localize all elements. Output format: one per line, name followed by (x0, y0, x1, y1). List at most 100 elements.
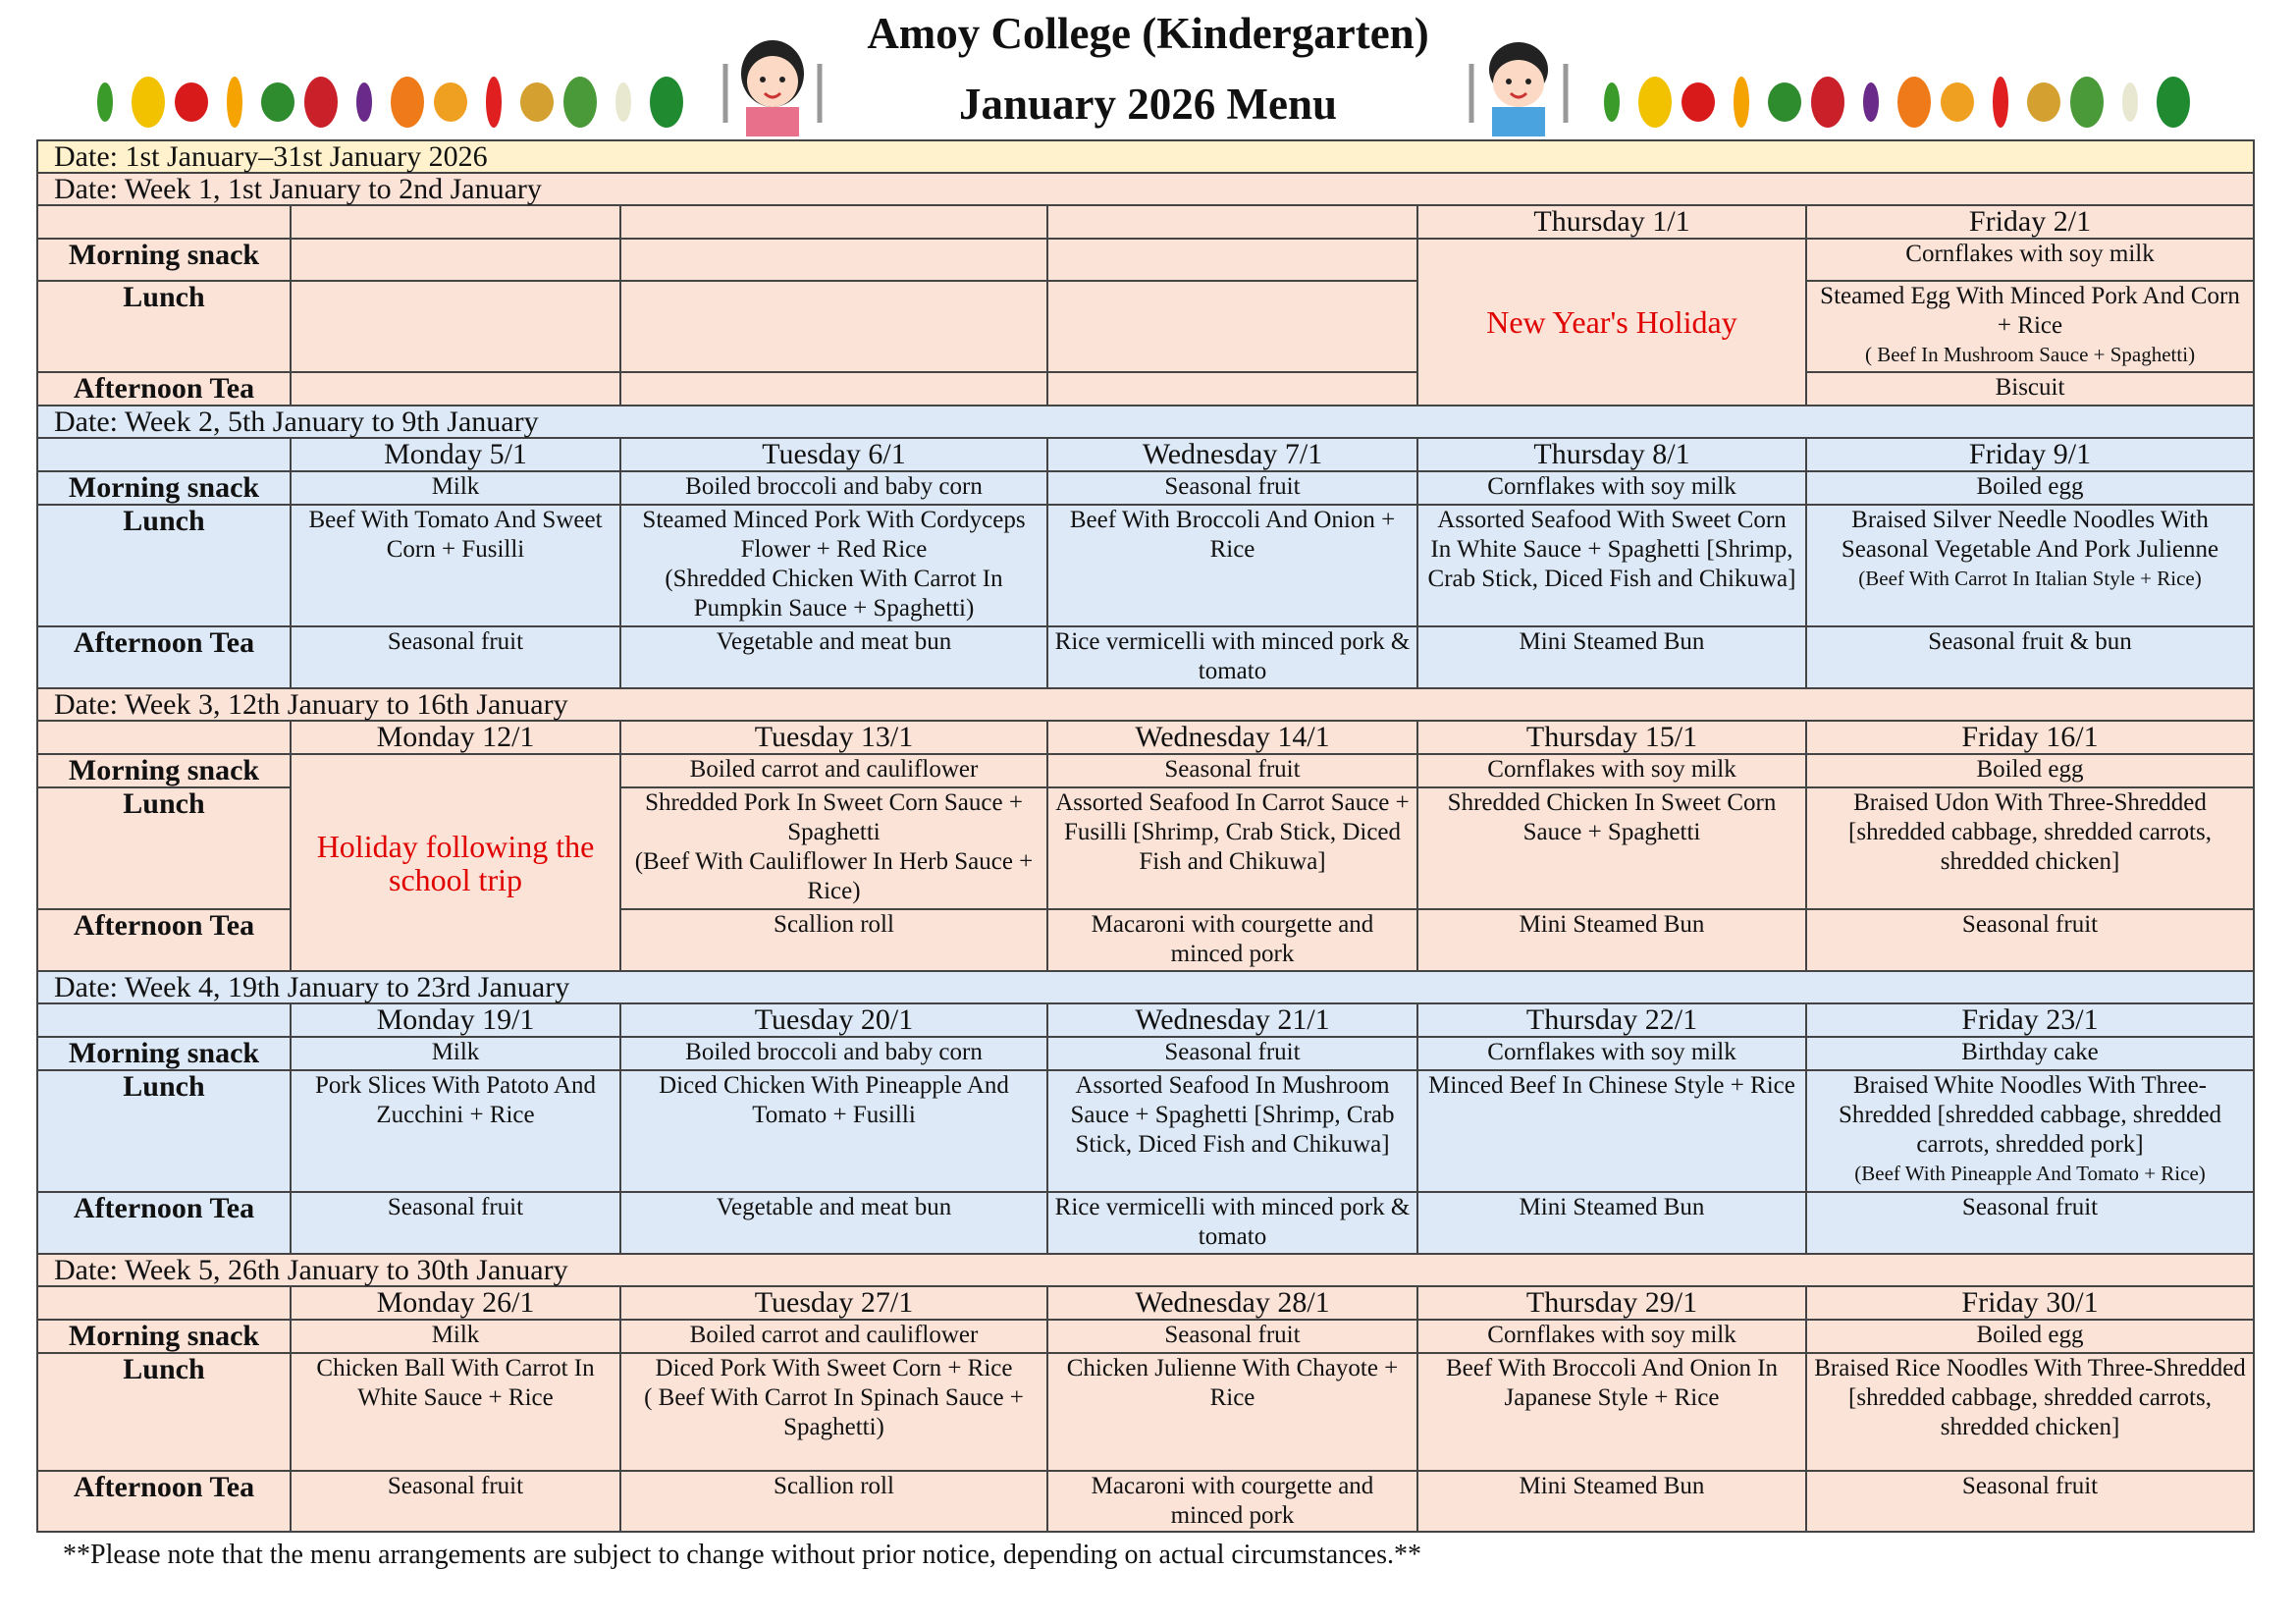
tea-cell: Macaroni with courgette and minced pork (1046, 908, 1418, 972)
vegetable-icon (1682, 82, 1715, 122)
vegetable-icon (1863, 82, 1879, 122)
lunch-main: Beef With Broccoli And Onion + Rice (1069, 507, 1396, 563)
lunch-cell: Steamed Minced Pork With Cordyceps Flowe… (619, 504, 1048, 627)
vegetable-icon (1811, 77, 1844, 128)
lunch-cell: Shredded Pork In Sweet Corn Sauce + Spag… (619, 786, 1048, 910)
tea-cell: Vegetable and meat bun (619, 1191, 1048, 1255)
vegetables-left-icon (97, 77, 683, 128)
lunch-main: Pork Slices With Patoto And Zucchini + R… (314, 1072, 597, 1128)
vegetable-icon (2027, 82, 2060, 122)
vegetable-icon (227, 77, 242, 128)
table-row: Lunch Steamed Egg With Minced Pork And Co… (36, 280, 2256, 373)
lunch-alternative: ( Beef In Mushroom Sauce + Spaghetti) (1864, 343, 2196, 366)
vegetable-icon (1768, 82, 1801, 122)
lunch-main: Chicken Julienne With Chayote + Rice (1066, 1355, 1399, 1411)
vegetable-icon (1734, 77, 1749, 128)
table-row: Lunch Beef With Tomato And Sweet Corn + F… (36, 504, 2256, 627)
snack-cell (290, 238, 621, 282)
snack-cell: Cornflakes with soy milk (1416, 753, 1807, 788)
lunch-cell: Assorted Seafood In Carrot Sauce + Fusil… (1046, 786, 1418, 910)
vegetable-icon (2070, 77, 2104, 128)
snack-cell: Milk (290, 1036, 621, 1071)
vegetable-icon (132, 77, 165, 128)
day-header (290, 204, 621, 240)
table-row: Afternoon Tea Biscuit (36, 371, 2256, 406)
lunch-main: Braised White Noodles With Three-Shredde… (1838, 1072, 2222, 1158)
day-header: Friday 30/1 (1804, 1285, 2256, 1321)
lunch-main: Shredded Pork In Sweet Corn Sauce + Spag… (645, 789, 1023, 845)
day-header: Friday 16/1 (1804, 720, 2256, 755)
vegetable-icon (486, 77, 502, 128)
lunch-main: Assorted Seafood In Mushroom Sauce + Spa… (1070, 1072, 1395, 1158)
row-label-lunch: Lunch (36, 1069, 292, 1193)
lunch-cell: Beef With Broccoli And Onion + Rice (1046, 504, 1418, 627)
tea-cell: Seasonal fruit (1804, 1191, 2256, 1255)
vegetable-icon (2122, 82, 2138, 122)
row-label-lunch: Lunch (36, 504, 292, 627)
day-header: Monday 5/1 (290, 437, 621, 472)
table-row: Date: Week 3, 12th January to 16th Janua… (35, 687, 2256, 722)
snack-cell: Seasonal fruit (1046, 1036, 1418, 1071)
row-label-lunch: Lunch (36, 280, 292, 373)
day-header: Thursday 15/1 (1416, 720, 1807, 755)
holiday-cell: New Year's Holiday (1416, 238, 1807, 406)
table-row: Morning snack Milk Boiled carrot and cauli… (36, 1319, 2256, 1354)
vegetable-icon (563, 77, 597, 128)
tea-cell (1046, 371, 1418, 406)
header-blank (36, 437, 292, 472)
tea-cell (290, 371, 621, 406)
row-label-snack: Morning snack (36, 238, 292, 282)
vegetable-icon (615, 82, 631, 122)
day-header: Friday 23/1 (1804, 1002, 2256, 1038)
overall-date: Date: 1st January–31st January 2026 (35, 139, 2256, 174)
menu-title: January 2026 Menu (958, 80, 1338, 129)
row-label-tea: Afternoon Tea (36, 1470, 292, 1533)
tea-cell: Mini Steamed Bun (1416, 1470, 1807, 1533)
vegetable-icon (1941, 82, 1974, 122)
row-label-lunch: Lunch (36, 786, 292, 910)
table-row: Morning snack New Year's Holiday Cornflake… (36, 238, 2256, 406)
lunch-main: Steamed Egg With Minced Pork And Corn + … (1820, 283, 2240, 339)
tea-cell: Seasonal fruit (290, 1191, 621, 1255)
week-date-label: Date: Week 1, 1st January to 2nd January (35, 172, 2256, 206)
lunch-cell: Steamed Egg With Minced Pork And Corn + … (1804, 280, 2256, 373)
vegetable-icon (1993, 77, 2008, 128)
footnote: **Please note that the menu arrangements… (63, 1540, 1421, 1570)
vegetable-icon (261, 82, 294, 122)
table-row: Monday 5/1 Tuesday 6/1 Wednesday 7/1 Thursd… (36, 437, 2256, 472)
snack-cell: Cornflakes with soy milk (1416, 1319, 1807, 1354)
row-label-tea: Afternoon Tea (36, 625, 292, 689)
table-row: Morning snack Milk Boiled broccoli and bab… (36, 470, 2256, 506)
day-header: Tuesday 27/1 (619, 1285, 1048, 1321)
snack-cell: Birthday cake (1804, 1036, 2256, 1071)
lunch-cell: Chicken Ball With Carrot In White Sauce … (290, 1352, 621, 1472)
snack-cell: Boiled carrot and cauliflower (619, 1319, 1048, 1354)
table-row: Date: Week 5, 26th January to 30th Janua… (35, 1253, 2256, 1287)
table-row: Morning snack Holiday following the schoo… (36, 753, 2256, 972)
tea-cell: Vegetable and meat bun (619, 625, 1048, 689)
tea-cell: Mini Steamed Bun (1416, 908, 1807, 972)
day-header: Monday 12/1 (290, 720, 621, 755)
tea-cell: Seasonal fruit (290, 625, 621, 689)
lunch-alternative: (Beef With Pineapple And Tomato + Rice) (1854, 1162, 2206, 1185)
day-header: Wednesday 21/1 (1046, 1002, 1418, 1038)
lunch-cell: Assorted Seafood With Sweet Corn In Whit… (1416, 504, 1807, 627)
lunch-main: Diced Pork With Sweet Corn + Rice (655, 1355, 1013, 1381)
menu-content: Date: 1st January–31st January 2026 Date:… (35, 139, 2256, 1572)
lunch-main: Beef With Broccoli And Onion In Japanese… (1445, 1355, 1779, 1411)
row-label-snack: Morning snack (36, 1319, 292, 1354)
lunch-cell: Beef With Tomato And Sweet Corn + Fusill… (290, 504, 621, 627)
snack-cell: Cornflakes with soy milk (1416, 1036, 1807, 1071)
day-header: Thursday 22/1 (1416, 1002, 1807, 1038)
table-row: Afternoon Tea Seasonal fruit Vegetable and… (36, 1191, 2256, 1255)
lunch-cell: Braised White Noodles With Three-Shredde… (1804, 1069, 2256, 1193)
snack-cell (619, 238, 1048, 282)
lunch-cell (619, 280, 1048, 373)
lunch-main: Beef With Tomato And Sweet Corn + Fusill… (308, 507, 603, 563)
vegetable-icon (304, 77, 338, 128)
lunch-alternative: (Beef With Cauliflower In Herb Sauce + R… (634, 848, 1034, 904)
snack-cell: Milk (290, 470, 621, 506)
lunch-alternative: (Shredded Chicken With Carrot In Pumpkin… (665, 566, 1003, 622)
day-header: Friday 9/1 (1804, 437, 2256, 472)
lunch-cell: Assorted Seafood In Mushroom Sauce + Spa… (1046, 1069, 1418, 1193)
